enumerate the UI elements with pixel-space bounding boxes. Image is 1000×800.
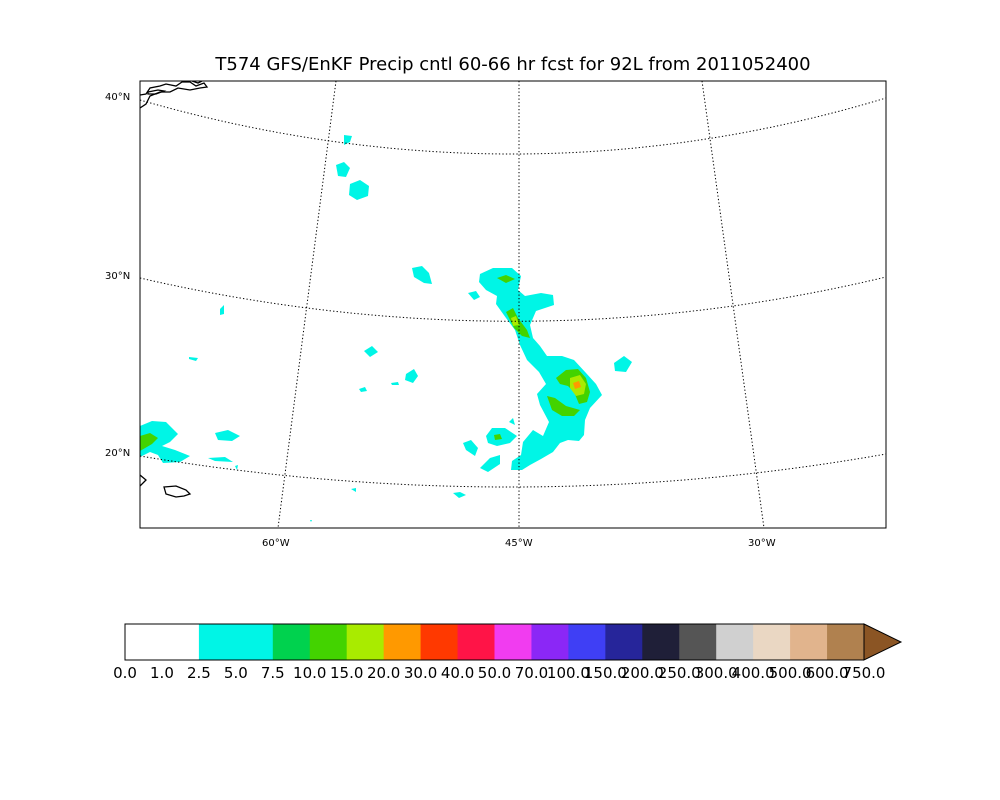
precip-area <box>310 520 312 522</box>
colorbar-swatch <box>272 624 311 660</box>
colorbar-tick-label: 300.0 <box>694 664 738 682</box>
colorbar-swatch <box>568 624 606 660</box>
colorbar-tick-label: 15.0 <box>329 664 364 682</box>
map-title: T574 GFS/EnKF Precip cntl 60-66 hr fcst … <box>215 54 811 75</box>
lon-label-30w: 30°W <box>748 538 776 549</box>
colorbar-tick-label: 50.0 <box>477 664 512 682</box>
precip-area <box>412 266 432 284</box>
meridian-60w <box>277 81 337 528</box>
precip-area <box>359 387 367 392</box>
coastlines <box>140 81 209 498</box>
colorbar-swatch <box>716 624 754 660</box>
colorbar-extend-arrow <box>863 623 903 661</box>
colorbar-swatch <box>420 624 459 660</box>
colorbar-tick-label: 600.0 <box>805 664 849 682</box>
colorbar-swatch <box>827 624 865 660</box>
precip-area <box>364 346 378 357</box>
graticule <box>140 81 886 528</box>
colorbar-swatch <box>161 624 200 660</box>
map-content <box>140 81 632 522</box>
precip-area <box>351 488 356 492</box>
colorbar-swatch <box>309 624 348 660</box>
precip-area <box>344 135 352 145</box>
colorbar-swatch <box>790 624 828 660</box>
colorbar-tick-label: 40.0 <box>440 664 475 682</box>
precip-area <box>405 369 418 383</box>
lat-label-30n: 30°N <box>105 271 131 282</box>
colorbar-tick-label: 200.0 <box>620 664 664 682</box>
coastline-island <box>163 485 192 498</box>
colorbar-tick-label: 2.5 <box>186 664 211 682</box>
precip-area <box>235 465 238 470</box>
parallel-40n <box>140 97 886 155</box>
colorbar-tick-label: 500.0 <box>768 664 812 682</box>
precip-area <box>391 382 399 385</box>
colorbar <box>124 623 903 661</box>
colorbar-swatch <box>679 624 717 660</box>
colorbar-tick-label: 250.0 <box>657 664 701 682</box>
precip-orange-layer <box>573 381 581 389</box>
coastline-island <box>140 474 147 487</box>
colorbar-tick-label: 1.0 <box>150 664 174 682</box>
colorbar-swatch <box>494 624 532 660</box>
lat-label-20n: 20°N <box>105 448 131 459</box>
precip-area <box>614 356 632 372</box>
colorbar-tick-label: 30.0 <box>403 664 438 682</box>
precip-area <box>497 275 515 283</box>
meridian-30w <box>701 81 765 528</box>
precip-area <box>494 434 502 440</box>
colorbar-swatch <box>753 624 791 660</box>
colorbar-outline <box>124 623 864 661</box>
colorbar-tick-label: 5.0 <box>223 664 248 682</box>
precip-area <box>509 418 515 425</box>
precip-area <box>189 357 198 361</box>
colorbar-swatch <box>383 624 422 660</box>
colorbar-tick-label: 7.5 <box>260 664 285 682</box>
colorbar-swatch <box>125 624 163 660</box>
colorbar-swatch <box>198 624 237 660</box>
colorbar-tick-label: 70.0 <box>514 664 549 682</box>
precip-cyan-layer <box>140 135 632 522</box>
precip-area <box>468 291 480 300</box>
precip-area <box>453 492 466 498</box>
colorbar-tick-label: 400.0 <box>731 664 775 682</box>
colorbar-swatch <box>235 624 274 660</box>
lat-label-40n: 40°N <box>105 92 131 103</box>
colorbar-swatch <box>531 624 569 660</box>
precip-area <box>486 428 517 446</box>
parallel-20n <box>140 453 886 488</box>
lon-label-45w: 45°W <box>505 538 533 549</box>
colorbar-tick-label: 100.0 <box>546 664 590 682</box>
precip-area <box>573 381 581 389</box>
precip-area <box>336 162 350 177</box>
precip-area <box>220 305 224 315</box>
colorbar-tick-label: 10.0 <box>293 664 327 682</box>
colorbar-swatch <box>346 624 385 660</box>
colorbar-tick-label: 150.0 <box>583 664 627 682</box>
colorbar-tick-label: 750.0 <box>842 664 886 682</box>
colorbar-tick-label: 0.0 <box>113 664 137 682</box>
precip-area <box>547 396 580 416</box>
precip-area <box>208 457 233 462</box>
colorbar-swatch <box>457 624 495 660</box>
map-frame <box>139 80 887 529</box>
coastline-canada <box>191 81 203 84</box>
coastline-canada <box>140 81 209 109</box>
precip-area <box>215 430 240 441</box>
precip-area <box>480 455 500 472</box>
precip-area <box>140 421 190 463</box>
parallel-30n <box>140 276 886 322</box>
colorbar-tick-label: 20.0 <box>366 664 401 682</box>
precip-area <box>140 433 158 451</box>
precip-area <box>349 180 369 200</box>
colorbar-swatch <box>605 624 643 660</box>
precip-area <box>463 440 478 456</box>
lon-label-60w: 60°W <box>262 538 290 549</box>
coastline-canada <box>147 89 167 95</box>
colorbar-swatch <box>642 624 680 660</box>
